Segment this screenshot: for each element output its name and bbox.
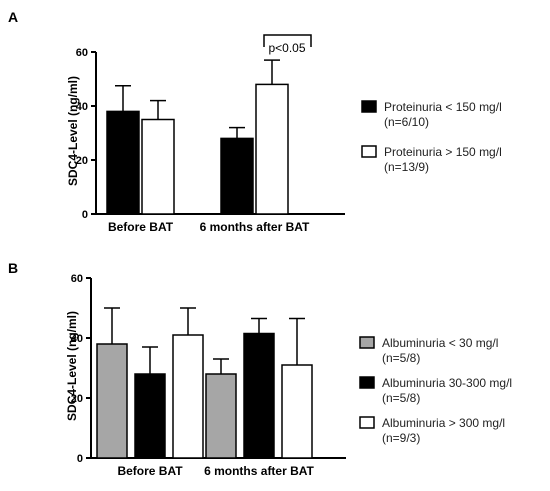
panel-a-category-label: 6 months after BAT (200, 220, 310, 234)
panel-b-y-tick-label: 40 (71, 333, 83, 345)
panel-a-bar (141, 118, 175, 215)
panel-b-legend-swatch (359, 376, 375, 389)
panel-b-legend-label: Albuminuria > 300 mg/l (382, 416, 505, 430)
panel-b-plot: 0 20 40 60 Before BAT 6 months after BAT Album… (71, 273, 512, 478)
panel-a-bar (106, 110, 140, 215)
panel-a-bar (220, 137, 254, 215)
panel-b-bar (205, 373, 237, 459)
panel-a-y-axis-label: SDC4-Level (ng/ml) (66, 76, 80, 186)
panel-a-legend-swatch (361, 145, 377, 158)
panel-b-y-tick-label: 20 (71, 393, 83, 405)
panel-b-y-tick-label: 60 (71, 273, 83, 285)
panel-a-category-label: Before BAT (108, 220, 174, 234)
panel-b-category-label: 6 months after BAT (204, 464, 314, 478)
panel-a-legend-label: Proteinuria > 150 mg/l (384, 145, 502, 159)
panel-a-legend-count: (n=13/9) (384, 160, 429, 174)
panel-b-letter: B (8, 260, 18, 276)
panel-b-bar (243, 332, 275, 459)
panel-b-legend-label: Albuminuria 30-300 mg/l (382, 376, 512, 390)
panel-a-letter: A (8, 9, 18, 25)
panel-a-legend-label: Proteinuria < 150 mg/l (384, 100, 502, 114)
panel-b-legend-label: Albuminuria < 30 mg/l (382, 336, 498, 350)
panel-b-legend-count: (n=9/3) (382, 431, 420, 445)
panel-a-y-tick-label: 0 (82, 209, 88, 221)
panel-a-y-tick-label: 40 (76, 101, 88, 113)
panel-b-legend-swatch (359, 416, 375, 429)
panel-b-y-tick-label: 0 (77, 453, 83, 465)
panel-b-bar (134, 373, 166, 459)
panel-b-bar (172, 334, 204, 459)
panel-b-bar (96, 343, 128, 459)
panel-a-significance-label: p<0.05 (268, 41, 305, 55)
panel-b-bar (281, 364, 313, 459)
panel-a-significance-bracket (263, 34, 312, 47)
panel-b-y-axis-label: SDC4-Level (ng/ml) (65, 311, 79, 421)
panel-b-legend-swatch (359, 336, 375, 349)
panel-a-y-tick-label: 60 (76, 47, 88, 59)
panel-a-legend-swatch (361, 100, 377, 113)
panel-a-bar (255, 83, 289, 215)
panel-b-legend-count: (n=5/8) (382, 351, 420, 365)
panel-a-plot: 0 20 40 60 Before BAT 6 months after BAT Prote… (76, 34, 502, 234)
panel-b-legend-count: (n=5/8) (382, 391, 420, 405)
panel-b-category-label: Before BAT (117, 464, 183, 478)
panel-a-y-tick-label: 20 (76, 155, 88, 167)
panel-a-legend-count: (n=6/10) (384, 115, 429, 129)
